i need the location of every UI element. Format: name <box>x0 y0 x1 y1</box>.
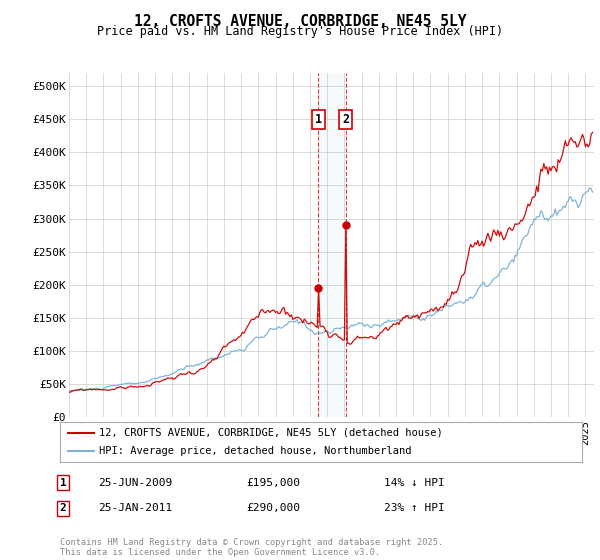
Bar <box>318 73 346 417</box>
Text: 1: 1 <box>314 113 322 125</box>
Text: 2: 2 <box>59 503 67 514</box>
Text: 25-JAN-2011: 25-JAN-2011 <box>98 503 172 514</box>
Text: 25-JUN-2009: 25-JUN-2009 <box>98 478 172 488</box>
Text: 14% ↓ HPI: 14% ↓ HPI <box>383 478 445 488</box>
Text: HPI: Average price, detached house, Northumberland: HPI: Average price, detached house, Nort… <box>99 446 412 456</box>
Text: £195,000: £195,000 <box>246 478 300 488</box>
Text: 1: 1 <box>59 478 67 488</box>
Text: 12, CROFTS AVENUE, CORBRIDGE, NE45 5LY (detached house): 12, CROFTS AVENUE, CORBRIDGE, NE45 5LY (… <box>99 428 443 437</box>
Text: 12, CROFTS AVENUE, CORBRIDGE, NE45 5LY: 12, CROFTS AVENUE, CORBRIDGE, NE45 5LY <box>134 14 466 29</box>
Text: Contains HM Land Registry data © Crown copyright and database right 2025.
This d: Contains HM Land Registry data © Crown c… <box>60 538 443 557</box>
Text: £290,000: £290,000 <box>246 503 300 514</box>
Text: Price paid vs. HM Land Registry's House Price Index (HPI): Price paid vs. HM Land Registry's House … <box>97 25 503 38</box>
Text: 2: 2 <box>342 113 349 125</box>
Text: 23% ↑ HPI: 23% ↑ HPI <box>383 503 445 514</box>
